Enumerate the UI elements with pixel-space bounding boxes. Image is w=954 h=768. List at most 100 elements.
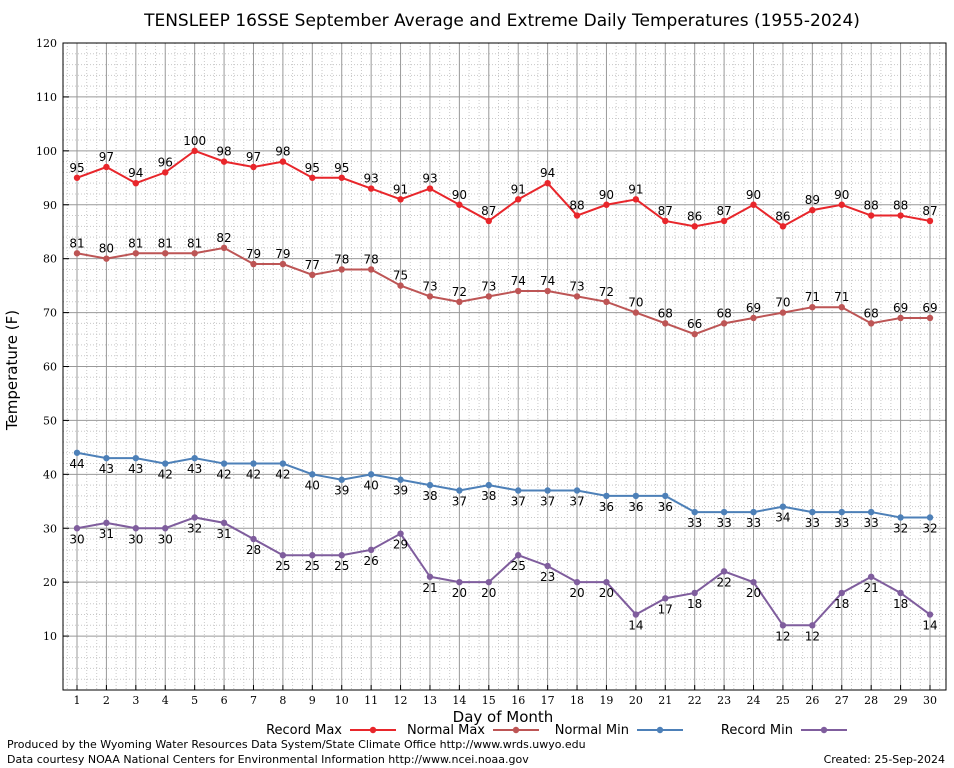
x-tick-label: 13 — [423, 694, 437, 707]
x-tick-label: 26 — [805, 694, 819, 707]
normal-min-point — [603, 492, 610, 500]
x-tick-label: 10 — [335, 694, 349, 707]
record-min-line — [76, 516, 931, 627]
record-min-point — [309, 552, 316, 559]
normal-max-data-label: 72 — [452, 285, 467, 299]
normal-min-point — [191, 454, 198, 462]
normal-min-data-label: 42 — [246, 468, 261, 482]
normal-min-point — [397, 476, 404, 483]
record-min-data-label: 20 — [746, 586, 761, 600]
normal-max-point — [662, 320, 669, 327]
x-tick-label: 4 — [162, 694, 169, 707]
chart-title: TENSLEEP 16SSE September Average and Ext… — [143, 11, 860, 31]
record-min-point — [867, 573, 875, 580]
record-max-data-label: 88 — [893, 199, 908, 213]
normal-min-data-label: 33 — [687, 516, 702, 530]
record-min-data-label: 25 — [334, 559, 349, 573]
record-min-data-label: 14 — [628, 619, 643, 633]
x-tick-label: 12 — [394, 694, 408, 707]
normal-max-point — [456, 298, 463, 305]
record-max-point — [809, 206, 816, 214]
normal-max-point — [750, 314, 757, 322]
normal-min-data-label: 32 — [893, 521, 908, 535]
legend-label-record-max: Record Max — [266, 723, 342, 738]
normal-min-data-label: 33 — [805, 516, 820, 530]
normal-min-data-label: 44 — [69, 457, 84, 471]
record-max-point — [632, 196, 640, 203]
normal-max-point — [809, 303, 816, 311]
record-min-point — [132, 525, 140, 532]
normal-min-point — [779, 503, 787, 510]
record-max-point — [573, 212, 581, 219]
record-min-point — [809, 622, 816, 629]
y-tick-label: 10 — [43, 630, 57, 643]
normal-max-data-label: 73 — [569, 279, 584, 293]
record-max-data-label: 90 — [452, 188, 467, 202]
normal-max-data-label: 68 — [716, 306, 731, 320]
x-tick-label: 30 — [923, 694, 937, 707]
normal-max-point — [132, 250, 140, 257]
x-axis-ticks: 1 2 3 4 5 6 7 8 9 10 11 12 13 14 15 16 17 18 19 20 21 22 23 24 2… — [74, 685, 937, 707]
y-tick-label: 60 — [43, 361, 57, 374]
x-tick-label: 29 — [894, 694, 908, 707]
x-tick-label: 11 — [364, 694, 378, 707]
normal-max-data-label: 69 — [922, 301, 937, 315]
x-tick-label: 15 — [482, 694, 496, 707]
record-min-point — [73, 525, 81, 532]
normal-max-data-label: 79 — [246, 247, 261, 261]
normal-max-data-label: 70 — [628, 296, 643, 310]
record-max-data-label: 95 — [69, 161, 84, 175]
record-min-data-label: 31 — [216, 527, 231, 541]
y-tick-label: 100 — [36, 145, 57, 158]
x-tick-label: 6 — [221, 694, 228, 707]
record-max-point — [456, 201, 463, 208]
record-min-data-label: 20 — [569, 586, 584, 600]
normal-min-data-label: 39 — [334, 484, 349, 498]
record-max-data-label: 91 — [511, 182, 526, 196]
normal-min-point — [73, 449, 81, 456]
normal-min-data-label: 32 — [922, 521, 937, 535]
normal-min-data-label: 43 — [99, 462, 114, 476]
normal-min-data-label: 43 — [128, 462, 143, 476]
normal-min-point — [220, 460, 228, 467]
record-min-point — [926, 611, 934, 618]
normal-max-data-label: 71 — [834, 290, 849, 304]
record-min-data-label: 30 — [158, 532, 173, 546]
normal-max-point — [73, 250, 81, 257]
record-max-data-label: 93 — [363, 172, 378, 186]
x-tick-label: 17 — [541, 694, 555, 707]
record-min-point — [338, 552, 345, 559]
series-layer: 95 97 94 96 100 98 97 98 95 95 93 91 93 90 87 91 94 88 90 9… — [69, 134, 937, 643]
record-min-point — [515, 552, 522, 559]
normal-min-point — [367, 471, 375, 478]
normal-min-point — [897, 514, 904, 521]
record-max-data-label: 94 — [540, 166, 555, 180]
x-tick-label: 3 — [132, 694, 139, 707]
normal-max-data-label: 75 — [393, 269, 408, 283]
record-min-data-label: 20 — [599, 586, 614, 600]
y-axis-title: Temperature (F) — [3, 310, 21, 431]
record-min-data-label: 21 — [422, 581, 437, 595]
record-max-data-label: 88 — [864, 199, 879, 213]
record-min-point — [632, 611, 640, 618]
normal-min-data-label: 36 — [628, 500, 643, 514]
footer-created-date: Created: 25-Sep-2024 — [824, 753, 945, 766]
record-max-point — [73, 174, 81, 181]
normal-max-data-label: 82 — [216, 231, 231, 245]
normal-min-point — [838, 508, 845, 516]
x-tick-label: 24 — [747, 694, 761, 707]
record-min-data-label: 22 — [716, 575, 731, 589]
record-min-data-label: 18 — [687, 597, 702, 611]
normal-max-point — [485, 293, 492, 300]
normal-max-data-label: 81 — [187, 236, 202, 250]
normal-max-data-label: 71 — [805, 290, 820, 304]
normal-max-point — [926, 314, 934, 322]
normal-max-point — [838, 303, 845, 311]
record-max-point — [426, 185, 434, 192]
record-max-data-label: 97 — [99, 150, 114, 164]
record-min-point — [485, 578, 492, 586]
record-min-data-label: 18 — [893, 597, 908, 611]
record-max-point — [867, 212, 875, 219]
legend-label-normal-min: Normal Min — [555, 723, 629, 738]
normal-max-point — [250, 260, 257, 268]
